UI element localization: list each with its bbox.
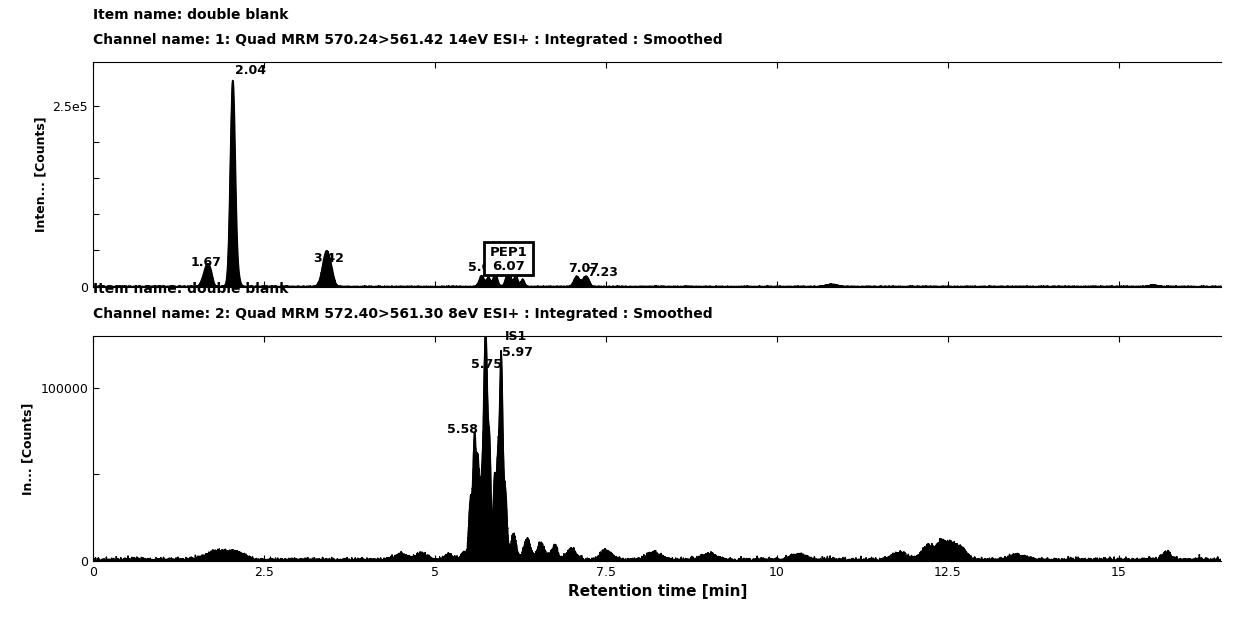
Text: 5.75: 5.75: [471, 358, 502, 371]
X-axis label: Retention time [min]: Retention time [min]: [568, 584, 746, 599]
Text: 5.68: 5.68: [467, 261, 498, 274]
Text: 3.42: 3.42: [314, 252, 343, 265]
Text: 2.04: 2.04: [236, 65, 267, 77]
Text: 1.67: 1.67: [190, 256, 221, 269]
Text: Item name: double blank: Item name: double blank: [93, 8, 289, 22]
Text: Channel name: 1: Quad MRM 570.24>561.42 14eV ESI+ : Integrated : Smoothed: Channel name: 1: Quad MRM 570.24>561.42 …: [93, 33, 723, 47]
Text: 6.07: 6.07: [492, 260, 526, 273]
Text: Item name: double blank: Item name: double blank: [93, 282, 289, 296]
Text: 7.23: 7.23: [587, 267, 618, 279]
Y-axis label: In... [Counts]: In... [Counts]: [22, 402, 35, 495]
Text: 5.97: 5.97: [502, 346, 533, 359]
Text: 5.58: 5.58: [448, 424, 479, 437]
Text: Channel name: 2: Quad MRM 572.40>561.30 8eV ESI+ : Integrated : Smoothed: Channel name: 2: Quad MRM 572.40>561.30 …: [93, 307, 713, 321]
FancyBboxPatch shape: [484, 242, 533, 275]
Y-axis label: Inten... [Counts]: Inten... [Counts]: [33, 117, 47, 232]
Text: PEP1: PEP1: [490, 245, 528, 259]
Text: IS1: IS1: [505, 330, 527, 343]
Text: 7.07: 7.07: [568, 262, 599, 275]
